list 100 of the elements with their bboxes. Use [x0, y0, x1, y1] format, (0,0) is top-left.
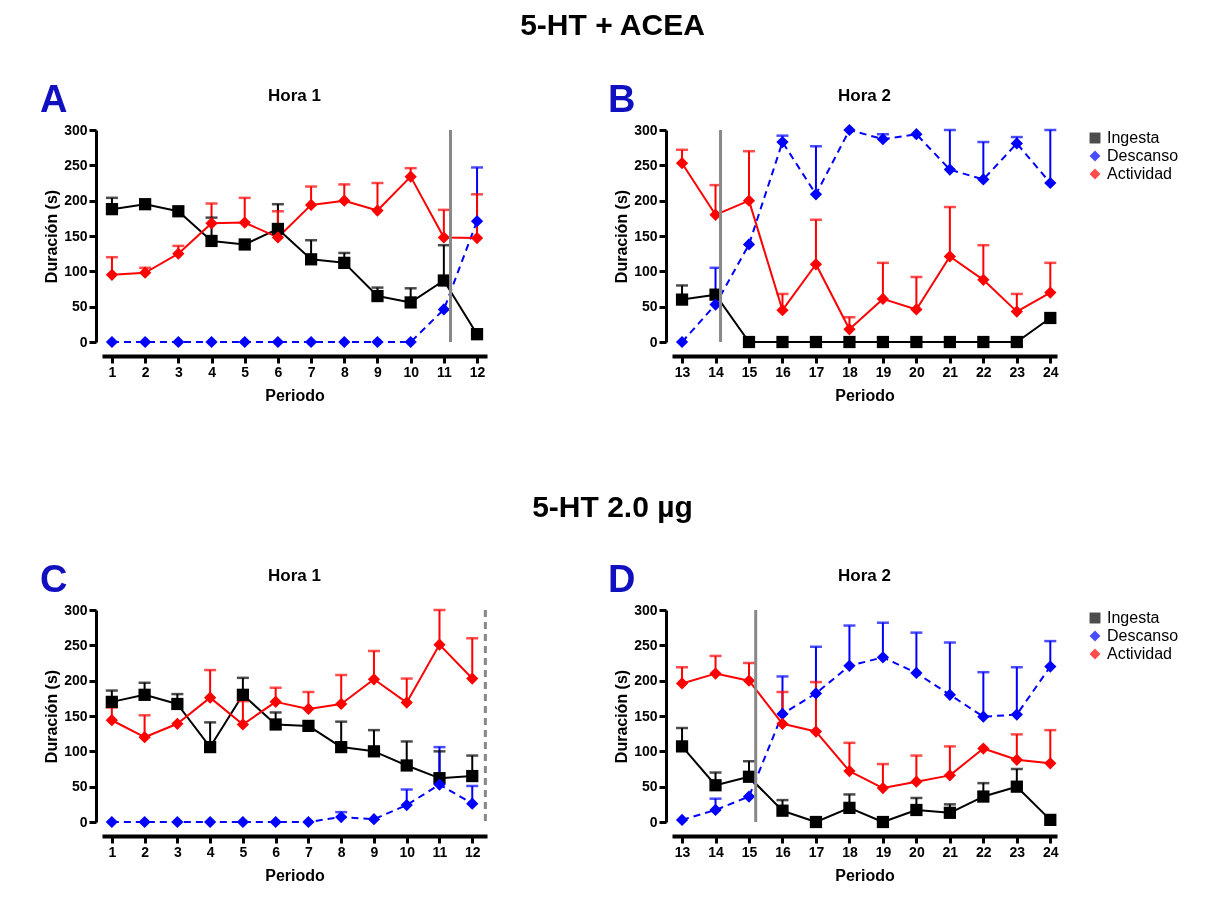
y-axis-title: Duración (s) — [43, 189, 61, 284]
x-tick-label: 23 — [1009, 363, 1026, 380]
y-tick-label: 0 — [79, 813, 88, 830]
x-tick-label: 7 — [307, 363, 316, 380]
legend-label: Ingesta — [1107, 129, 1160, 146]
x-tick-label: 1 — [108, 843, 117, 860]
x-tick-label: 22 — [976, 363, 992, 380]
y-tick-label: 50 — [71, 298, 88, 315]
x-axis-title: Periodo — [265, 866, 326, 884]
x-tick-label: 19 — [875, 843, 892, 860]
x-tick-label: 24 — [1043, 843, 1059, 860]
text: A — [40, 78, 68, 121]
y-tick-label: 100 — [634, 262, 658, 279]
x-tick-label: 6 — [274, 363, 283, 380]
x-tick-label: 7 — [305, 843, 314, 860]
x-tick-label: 8 — [340, 363, 349, 380]
y-axis-title: Duración (s) — [43, 669, 61, 764]
chart-title: Hora 2 — [838, 566, 891, 585]
y-tick-label: 300 — [64, 121, 88, 138]
x-tick-label: 6 — [272, 843, 281, 860]
legend-label: Descanso — [1107, 627, 1179, 644]
y-tick-label: 300 — [634, 601, 658, 618]
y-tick-label: 150 — [64, 227, 88, 244]
y-axis-title: Duración (s) — [613, 669, 631, 764]
y-tick-label: 150 — [64, 707, 88, 724]
x-tick-label: 1 — [108, 363, 117, 380]
x-tick-label: 20 — [909, 363, 925, 380]
y-tick-label: 100 — [64, 262, 88, 279]
legend-label: Actividad — [1107, 645, 1172, 662]
x-tick-label: 20 — [909, 843, 925, 860]
x-axis-title: Periodo — [835, 386, 896, 404]
y-tick-label: 200 — [634, 192, 658, 209]
y-tick-label: 150 — [634, 707, 658, 724]
legend-label: Descanso — [1107, 147, 1179, 164]
x-tick-label: 24 — [1043, 363, 1059, 380]
x-tick-label: 16 — [775, 843, 791, 860]
x-tick-label: 4 — [208, 363, 217, 380]
x-tick-label: 9 — [374, 363, 383, 380]
legend-label: Actividad — [1107, 165, 1172, 182]
y-axis-title: Duración (s) — [613, 189, 631, 284]
x-tick-label: 10 — [399, 843, 416, 860]
y-tick-label: 0 — [649, 333, 658, 350]
y-tick-label: 50 — [71, 778, 88, 795]
x-tick-label: 19 — [875, 363, 892, 380]
x-tick-label: 8 — [337, 843, 346, 860]
y-tick-label: 250 — [64, 636, 88, 653]
x-tick-label: 17 — [808, 843, 825, 860]
x-tick-label: 18 — [842, 843, 858, 860]
y-tick-label: 300 — [634, 121, 658, 138]
x-tick-label: 15 — [741, 363, 758, 380]
x-tick-label: 11 — [436, 363, 452, 380]
x-tick-label: 17 — [808, 363, 825, 380]
y-tick-label: 250 — [634, 156, 658, 173]
x-tick-label: 10 — [403, 363, 420, 380]
y-tick-label: 0 — [649, 813, 658, 830]
y-tick-label: 250 — [64, 156, 88, 173]
y-tick-label: 200 — [64, 192, 88, 209]
y-tick-label: 50 — [641, 778, 658, 795]
legend-label: Ingesta — [1107, 609, 1160, 626]
x-tick-label: 14 — [708, 843, 725, 860]
x-tick-label: 2 — [141, 843, 150, 860]
y-tick-label: 250 — [634, 636, 658, 653]
y-tick-label: 0 — [79, 333, 88, 350]
text: 5-HT + ACEA — [519, 8, 706, 42]
x-tick-label: 18 — [842, 363, 858, 380]
x-tick-label: 11 — [432, 843, 448, 860]
y-tick-label: 100 — [634, 742, 658, 759]
x-tick-label: 12 — [469, 363, 486, 380]
x-tick-label: 9 — [370, 843, 379, 860]
text: D — [608, 558, 636, 601]
x-tick-label: 23 — [1009, 843, 1026, 860]
x-tick-label: 22 — [976, 843, 992, 860]
x-tick-label: 16 — [775, 363, 791, 380]
y-tick-label: 300 — [64, 601, 88, 618]
text: C — [40, 558, 68, 601]
x-tick-label: 4 — [206, 843, 215, 860]
x-tick-label: 3 — [174, 363, 183, 380]
x-axis-title: Periodo — [835, 866, 896, 884]
x-tick-label: 12 — [464, 843, 481, 860]
y-tick-label: 200 — [634, 672, 658, 689]
chart-title: Hora 1 — [268, 86, 321, 105]
x-tick-label: 5 — [239, 843, 248, 860]
text: 5-HT 2.0 µg — [531, 490, 694, 524]
y-tick-label: 200 — [64, 672, 88, 689]
x-tick-label: 5 — [241, 363, 250, 380]
chart-title: Hora 1 — [268, 566, 321, 585]
chart-title: Hora 2 — [838, 86, 891, 105]
y-tick-label: 100 — [64, 742, 88, 759]
y-tick-label: 150 — [634, 227, 658, 244]
x-tick-label: 3 — [173, 843, 182, 860]
text: B — [608, 78, 636, 121]
x-axis-title: Periodo — [265, 386, 326, 404]
x-tick-label: 13 — [674, 363, 691, 380]
x-tick-label: 13 — [674, 843, 691, 860]
x-tick-label: 21 — [942, 843, 959, 860]
x-tick-label: 15 — [741, 843, 758, 860]
x-tick-label: 2 — [141, 363, 150, 380]
y-tick-label: 50 — [641, 298, 658, 315]
x-tick-label: 21 — [942, 363, 959, 380]
x-tick-label: 14 — [708, 363, 725, 380]
